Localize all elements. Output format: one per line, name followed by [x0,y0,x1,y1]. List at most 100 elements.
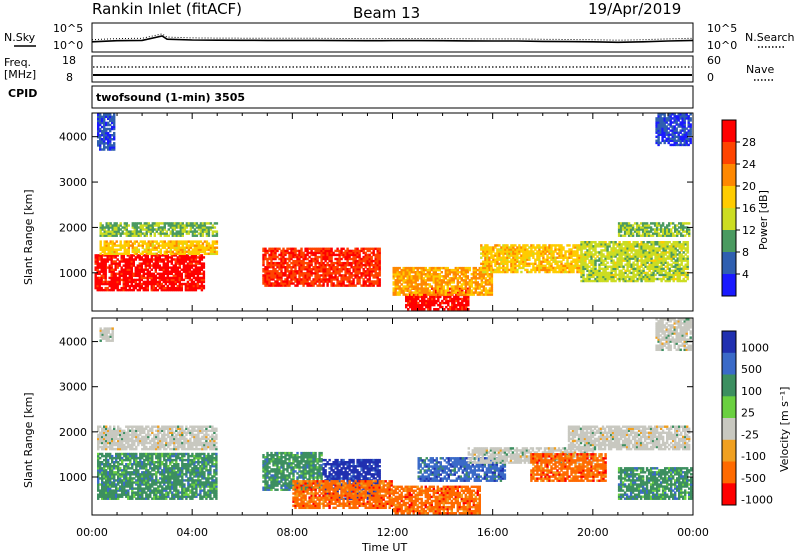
data-region [567,425,691,451]
colorbar-tick-label: -25 [741,428,759,441]
power-colorbar-label: Power [dB] [757,190,770,250]
colorbar-swatch [722,230,736,253]
nsky-strip: N.Sky 10^5 10^0 10^5 10^0 N.Search [4,22,795,53]
colorbar-swatch [722,164,736,187]
nave-tick-top: 60 [707,54,721,67]
colorbar-frame [721,330,737,506]
data-region [530,453,607,482]
nave-tick-bottom: 0 [707,71,714,84]
data-region [262,247,381,287]
data-region [292,480,393,510]
station-title: Rankin Inlet (fitACF) [92,0,242,18]
data-region [97,113,116,151]
velocity-xticks [91,318,694,515]
colorbar-swatch [722,274,736,297]
colorbar-tick-label: -1000 [741,494,773,507]
y-tick-label: 3000 [59,176,87,189]
colorbar-swatch [722,252,736,275]
x-tick-label: 00:00 [677,526,709,539]
colorbar-tick-label: -500 [741,472,766,485]
colorbar-swatch [722,461,736,484]
colorbar-tick-label: 28 [742,136,756,149]
colorbar-tick-label: 20 [742,180,756,193]
freq-label-line1: Freq. [4,56,31,69]
data-region [617,467,693,500]
colorbar-tick-label: 100 [741,385,762,398]
colorbar-tick-label: 500 [741,363,762,376]
data-region [99,222,219,237]
freq-strip: Freq. [MHz] 18 8 60 0 Nave [4,54,774,84]
data-region [392,266,494,296]
beam-title: Beam 13 [353,4,420,22]
colorbar-swatch [722,439,736,462]
power-ylabel: Slant Range [km] [22,189,35,285]
x-tick-label: 16:00 [477,526,509,539]
velocity-yticks: 1000 2000 3000 4000 [59,336,693,484]
x-tick-label: 20:00 [577,526,609,539]
velocity-colorbar-label: Velocity [m s⁻¹] [778,387,791,472]
data-region [99,327,114,342]
nsearch-tick-top: 10^5 [707,22,737,35]
colorbar-swatch [722,120,736,143]
power-yticks: 1000 2000 3000 4000 [59,131,693,280]
freq-frame [91,55,694,83]
y-tick-label: 1000 [59,267,87,280]
data-region [617,222,691,237]
colorbar-tick-label: 25 [741,407,755,420]
nsky-label: N.Sky [4,31,36,44]
y-tick-label: 2000 [59,426,87,439]
colorbar-tick-label: 24 [742,158,756,171]
colorbar-swatch [722,186,736,209]
data-region [99,240,219,256]
y-tick-label: 4000 [59,336,87,349]
nsearch-label: N.Search [745,31,795,44]
nsearch-series-line [91,33,694,41]
y-tick-label: 1000 [59,471,87,484]
cpid-program: twofsound (1-min) 3505 [96,91,245,104]
colorbar-swatch [722,142,736,165]
power-data-layer [94,113,692,311]
freq-label-line2: [MHz] [4,68,36,81]
colorbar-swatch [722,208,736,231]
data-region [392,485,481,515]
power-xticks [91,113,694,311]
y-tick-label: 2000 [59,221,87,234]
x-axis-label: Time UT [361,541,407,554]
data-region [262,451,323,491]
nsky-tick-top: 10^5 [53,22,83,35]
data-region [655,113,692,147]
x-tick-label: 00:00 [76,526,108,539]
freq-tick-top: 18 [62,54,76,67]
nsky-tick-bottom: 10^0 [53,39,83,52]
velocity-panel: 1000 2000 3000 4000 Slant Range [km] 1000 50… [22,317,791,516]
colorbar-swatch [722,374,736,397]
y-tick-label: 3000 [59,381,87,394]
velocity-data-layer [97,318,693,515]
colorbar-tick-label: 4 [742,268,749,281]
data-region [480,244,583,274]
power-colorbar: 28 24 20 16 12 8 4 [721,119,756,297]
colorbar-swatch [722,331,736,354]
data-region [94,254,206,292]
freq-tick-bottom: 8 [66,71,73,84]
colorbar-tick-label: -100 [741,450,766,463]
cpid-label: CPID [8,87,37,100]
x-tick-label: 08:00 [276,526,308,539]
x-tick-label: 04:00 [176,526,208,539]
y-tick-label: 4000 [59,131,87,144]
nave-label: Nave [746,63,774,76]
colorbar-swatch [722,396,736,419]
colorbar-tick-label: 12 [742,224,756,237]
nsky-frame [91,22,694,53]
colorbar-swatch [722,352,736,375]
colorbar-tick-label: 16 [742,202,756,215]
data-region [97,452,218,500]
data-region [580,241,689,283]
velocity-ylabel: Slant Range [km] [22,392,35,488]
velocity-colorbar: 1000 500 100 25 -25 -100 -500 -1000 [721,330,773,507]
x-tick-label: 12:00 [377,526,409,539]
data-region [97,425,218,451]
power-panel: 1000 2000 3000 4000 Slant Range [km] 28 24 20… [22,112,770,312]
colorbar-tick-label: 1000 [741,341,769,354]
